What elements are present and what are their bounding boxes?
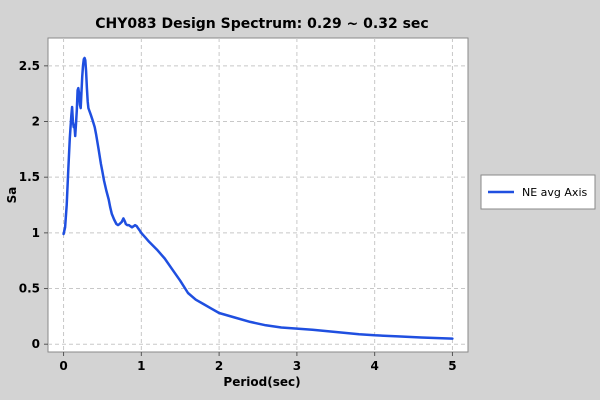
x-tick-label: 0 xyxy=(59,359,67,373)
y-tick-label: 0 xyxy=(32,337,40,351)
x-tick-label: 2 xyxy=(215,359,223,373)
chart-title: CHY083 Design Spectrum: 0.29 ~ 0.32 sec xyxy=(95,16,428,32)
x-tick-label: 1 xyxy=(137,359,145,373)
y-axis-label: Sa xyxy=(5,187,19,204)
x-tick-label: 4 xyxy=(370,359,378,373)
y-ticks: 0 0.5 1 1.5 2 2.5 xyxy=(19,59,48,351)
y-tick-label: 1.5 xyxy=(19,170,40,184)
x-tick-label: 5 xyxy=(448,359,456,373)
x-tick-label: 3 xyxy=(293,359,301,373)
y-tick-label: 2 xyxy=(32,115,40,129)
y-tick-label: 0.5 xyxy=(19,282,40,296)
y-tick-label: 1 xyxy=(32,226,40,240)
x-axis-label: Period(sec) xyxy=(223,375,300,389)
legend: NE avg Axis xyxy=(480,174,596,210)
y-tick-label: 2.5 xyxy=(19,59,40,73)
x-ticks: 0 1 2 3 4 5 xyxy=(59,352,457,373)
grid xyxy=(48,38,468,352)
series-layer xyxy=(62,56,454,340)
plot-area xyxy=(47,37,469,353)
legend-label: NE avg Axis xyxy=(522,186,587,199)
series-line xyxy=(62,56,454,340)
